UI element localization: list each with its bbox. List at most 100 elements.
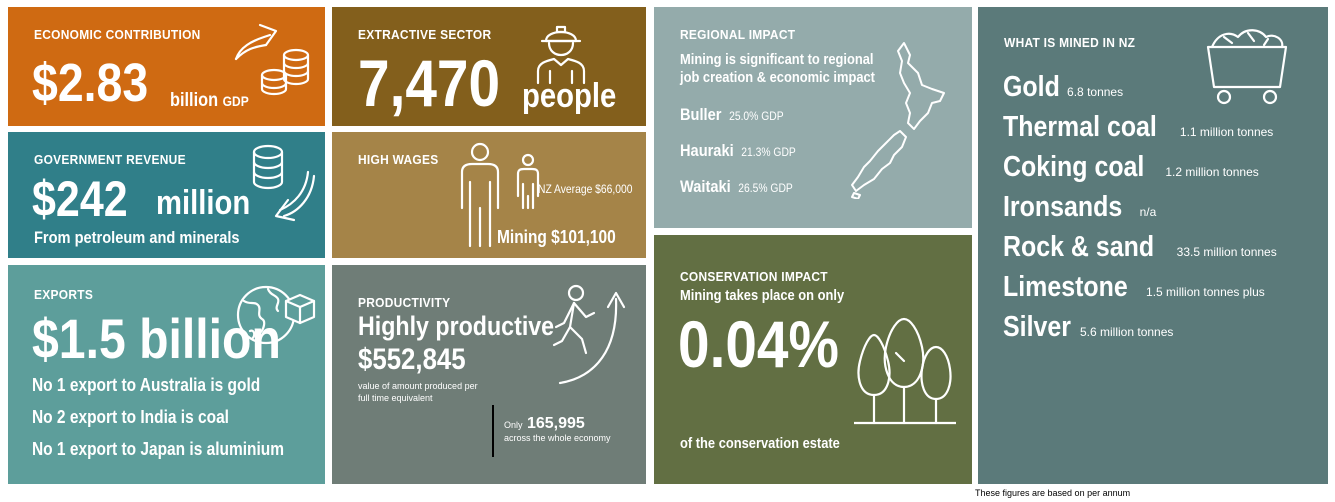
wages-mining-line: Mining $101,100: [497, 227, 635, 248]
productivity-compare: Only 165,995: [504, 415, 585, 433]
coins-return-icon: [246, 142, 318, 226]
conservation-caption-line: of the conservation estate: [680, 435, 866, 453]
region-row-buller: Buller 25.0% GDP: [680, 105, 800, 125]
mined-heading: WHAT IS MINED IN NZ: [1004, 35, 1136, 50]
wages-average-line: NZ Average $66,000: [538, 180, 646, 198]
region-row-waitaki: Waitaki 26.5% GDP: [680, 177, 811, 197]
exports-line-2: No 2 export to India is coal: [32, 407, 261, 428]
productivity-title: Highly productive: [358, 311, 555, 341]
new-zealand-map-icon: [848, 39, 958, 199]
mined-item-name: Silver: [1003, 311, 1071, 343]
mined-item-name: Coking coal: [1003, 151, 1145, 183]
region-name: Buller: [680, 105, 722, 124]
mined-item-name: Rock & sand: [1003, 231, 1155, 263]
mine-cart-icon: [1204, 21, 1290, 111]
mined-item-rock-sand: Rock & sand 33.5 million tonnes: [1003, 231, 1277, 264]
region-value: 26.5% GDP: [738, 181, 793, 195]
productivity-compare-caption: across the whole economy: [504, 433, 611, 443]
exports-figure: $1.5 billion: [32, 307, 321, 371]
mined-item-qty: 5.6 million tonnes: [1080, 325, 1174, 339]
region-row-hauraki: Hauraki 21.3% GDP: [680, 141, 815, 161]
productivity-caption-line: value of amount produced per: [358, 381, 478, 391]
conservation-value: 0.04%: [678, 307, 839, 381]
region-value: 21.3% GDP: [741, 145, 796, 159]
wages-nz-average: NZ Average $66,000: [538, 182, 633, 196]
extractive-heading: EXTRACTIVE SECTOR: [358, 27, 492, 42]
regional-impact-tile: REGIONAL IMPACT Mining is significant to…: [654, 7, 972, 228]
exports-line-text: No 2 export to India is coal: [32, 407, 229, 427]
government-heading: GOVERNMENT REVENUE: [34, 152, 186, 167]
mined-item-qty: 1.5 million tonnes plus: [1146, 285, 1265, 299]
regional-intro: Mining is significant to regional job cr…: [680, 51, 907, 87]
globe-package-icon: [234, 279, 316, 351]
economic-heading: ECONOMIC CONTRIBUTION: [34, 27, 201, 42]
conservation-intro: Mining takes place on only: [680, 287, 845, 304]
extractive-figure: 7,470: [358, 47, 523, 119]
extractive-sector-tile: EXTRACTIVE SECTOR 7,470 people: [332, 7, 646, 126]
exports-line-1: No 1 export to Australia is gold: [32, 375, 297, 396]
government-caption-line: From petroleum and minerals: [34, 228, 273, 248]
productivity-title-line: Highly productive: [358, 311, 586, 342]
government-figure: $242: [32, 170, 143, 228]
mined-item-name: Ironsands: [1003, 191, 1123, 223]
regional-intro-line: Mining is significant to regional: [680, 51, 874, 68]
productivity-value: $552,845: [358, 343, 466, 376]
regional-heading: REGIONAL IMPACT: [680, 27, 796, 42]
high-wages-tile: HIGH WAGES NZ Average $66,000 Mining $10…: [332, 132, 646, 258]
productivity-tile: PRODUCTIVITY Highly productive $552,845 …: [332, 265, 646, 484]
mined-item-gold: Gold 6.8 tonnes: [1003, 71, 1123, 104]
economic-suffix: GDP: [222, 93, 249, 109]
mined-item-silver: Silver 5.6 million tonnes: [1003, 311, 1173, 344]
productivity-caption-line: full time equivalent: [358, 393, 433, 403]
mined-item-thermal-coal: Thermal coal 1.1 million tonnes: [1003, 111, 1273, 144]
region-value: 25.0% GDP: [729, 109, 784, 123]
exports-value: $1.5 billion: [32, 307, 281, 370]
conservation-caption: of the conservation estate: [680, 435, 840, 452]
mined-item-qty: n/a: [1139, 205, 1157, 219]
mined-item-name: Thermal coal: [1003, 111, 1157, 143]
economic-contribution-tile: ECONOMIC CONTRIBUTION $2.83 billion GDP: [8, 7, 325, 126]
government-unit: million: [156, 184, 251, 222]
what-is-mined-tile: WHAT IS MINED IN NZ Gold 6.8 tonnes Therm…: [978, 7, 1328, 484]
miner-icon: [532, 19, 590, 85]
productivity-value-line: $552,845: [358, 343, 483, 377]
economic-unit-line: billion GDP: [170, 90, 262, 112]
exports-heading: EXPORTS: [34, 287, 94, 302]
mined-item-limestone: Limestone 1.5 million tonnes plus: [1003, 271, 1265, 304]
mined-item-name: Limestone: [1003, 271, 1128, 303]
exports-line-text: No 1 export to Australia is gold: [32, 375, 261, 395]
mined-item-qty: 33.5 million tonnes: [1176, 245, 1277, 259]
government-value: $242: [32, 171, 128, 227]
productivity-caption: value of amount produced per full time e…: [358, 380, 478, 404]
conservation-figure: 0.04%: [678, 307, 865, 381]
government-revenue-tile: GOVERNMENT REVENUE $242 million From pet…: [8, 132, 325, 258]
coins-growth-icon: [230, 19, 316, 97]
region-name: Waitaki: [680, 177, 731, 196]
climbing-person-icon: [552, 279, 632, 389]
productivity-heading: PRODUCTIVITY: [358, 295, 451, 310]
conservation-heading: CONSERVATION IMPACT: [680, 269, 828, 284]
exports-line-text: No 1 export to Japan is aluminium: [32, 439, 285, 459]
productivity-divider: [492, 405, 494, 457]
government-unit-line: million: [156, 184, 266, 223]
exports-tile: EXPORTS $1.5 billion No 1 export to Aust…: [8, 265, 325, 484]
economic-figure: $2.83: [32, 53, 167, 113]
conservation-intro-line: Mining takes place on only: [680, 287, 871, 305]
trees-icon: [854, 317, 956, 429]
people-comparison-icon: [458, 142, 548, 250]
economic-unit: billion: [170, 90, 219, 111]
mined-item-coking-coal: Coking coal 1.2 million tonnes: [1003, 151, 1259, 184]
extractive-value: 7,470: [358, 46, 501, 120]
mined-item-name: Gold: [1003, 71, 1060, 103]
mined-item-qty: 1.2 million tonnes: [1165, 165, 1259, 179]
mined-item-qty: 6.8 tonnes: [1067, 85, 1124, 99]
mined-item-ironsands: Ironsands n/a: [1003, 191, 1156, 224]
productivity-compare-value: 165,995: [526, 415, 585, 432]
mined-item-qty: 1.1 million tonnes: [1179, 125, 1274, 139]
footnote: These figures are based on per annum: [975, 488, 1131, 498]
regional-intro-line: job creation & economic impact: [680, 69, 875, 86]
productivity-compare-prefix: Only: [504, 420, 523, 430]
exports-line-3: No 1 export to Japan is aluminium: [32, 439, 325, 460]
government-caption: From petroleum and minerals: [34, 228, 240, 247]
wages-heading: HIGH WAGES: [358, 152, 439, 167]
